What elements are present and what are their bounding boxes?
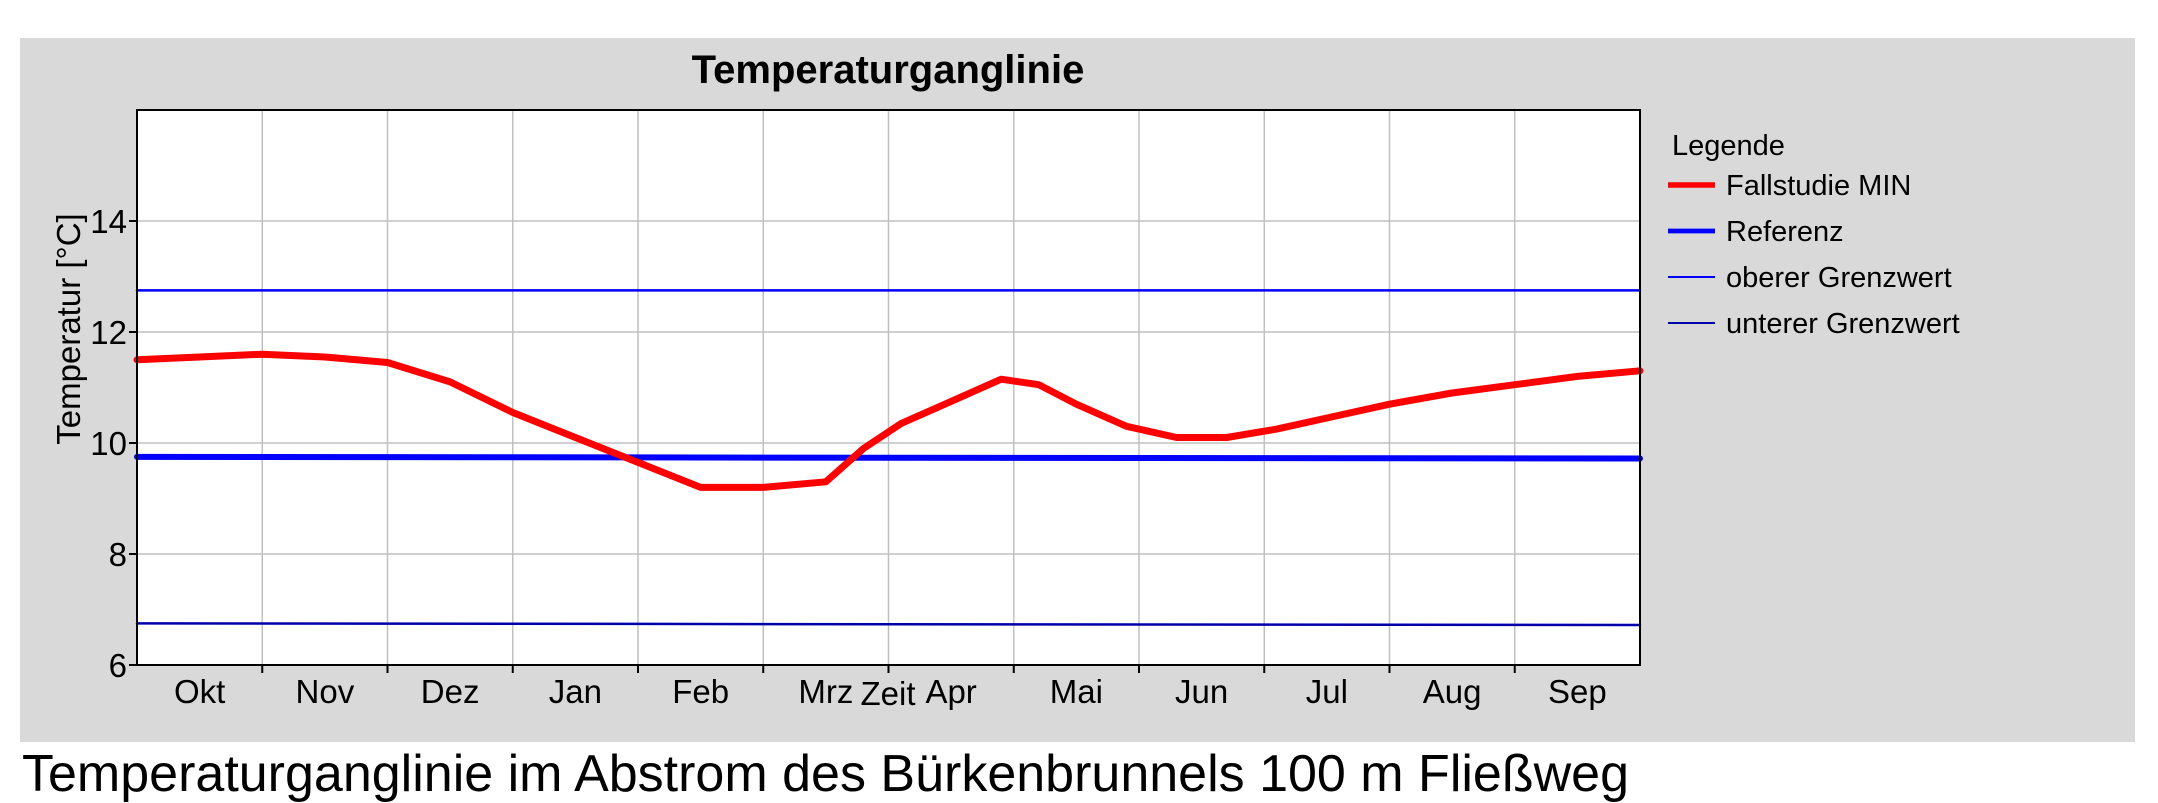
caption: Temperaturganglinie im Abstrom des Bürke… <box>22 745 1629 803</box>
x-tick-label: Okt <box>174 673 225 710</box>
legend-label: Fallstudie MIN <box>1726 170 1911 202</box>
legend: Legende Fallstudie MIN Referenz oberer Gre… <box>1668 130 1960 340</box>
series-line <box>134 453 1643 462</box>
x-axis-label: Zeit <box>860 675 915 712</box>
series-layer <box>133 289 1644 627</box>
x-tick-label: Feb <box>672 673 729 710</box>
y-tick-label: 12 <box>90 314 127 351</box>
x-tick-label: Nov <box>296 673 355 710</box>
x-tick-label: Mai <box>1050 673 1103 710</box>
series-line <box>133 350 1644 491</box>
x-tick-label: Sep <box>1548 673 1607 710</box>
legend-label: unterer Grenzwert <box>1726 308 1960 340</box>
x-tick-labels: Okt Nov Dez Jan Feb Mrz Apr Mai Jun Jul Aug Sep <box>174 673 1607 710</box>
chart-panel: 6 8 10 12 14 Okt Nov Dez Jan Feb Mrz Apr Mai Jun Jul A… <box>20 38 2135 742</box>
legend-label: oberer Grenzwert <box>1726 262 1952 294</box>
y-tick-label: 6 <box>109 647 127 684</box>
y-tick-label: 14 <box>90 203 127 240</box>
y-axis-label: Temperatur [°C] <box>50 213 87 444</box>
x-tick-label: Apr <box>925 673 976 710</box>
tick-marks <box>129 220 1516 673</box>
x-tick-label: Jul <box>1306 673 1348 710</box>
y-grid <box>137 220 1640 555</box>
x-tick-label: Dez <box>421 673 480 710</box>
chart-svg: 6 8 10 12 14 Okt Nov Dez Jan Feb Mrz Apr Mai Jun Jul A… <box>50 48 1960 712</box>
x-tick-label: Mrz <box>798 673 853 710</box>
series-line <box>135 622 1642 627</box>
y-tick-label: 10 <box>90 425 127 462</box>
chart-title: Temperaturganglinie <box>692 48 1085 92</box>
legend-title: Legende <box>1672 130 1785 162</box>
legend-label: Referenz <box>1726 216 1844 248</box>
x-tick-label: Aug <box>1423 673 1482 710</box>
y-tick-labels: 6 8 10 12 14 <box>90 203 127 684</box>
x-tick-label: Jan <box>549 673 602 710</box>
x-tick-label: Jun <box>1175 673 1228 710</box>
y-tick-label: 8 <box>109 536 127 573</box>
